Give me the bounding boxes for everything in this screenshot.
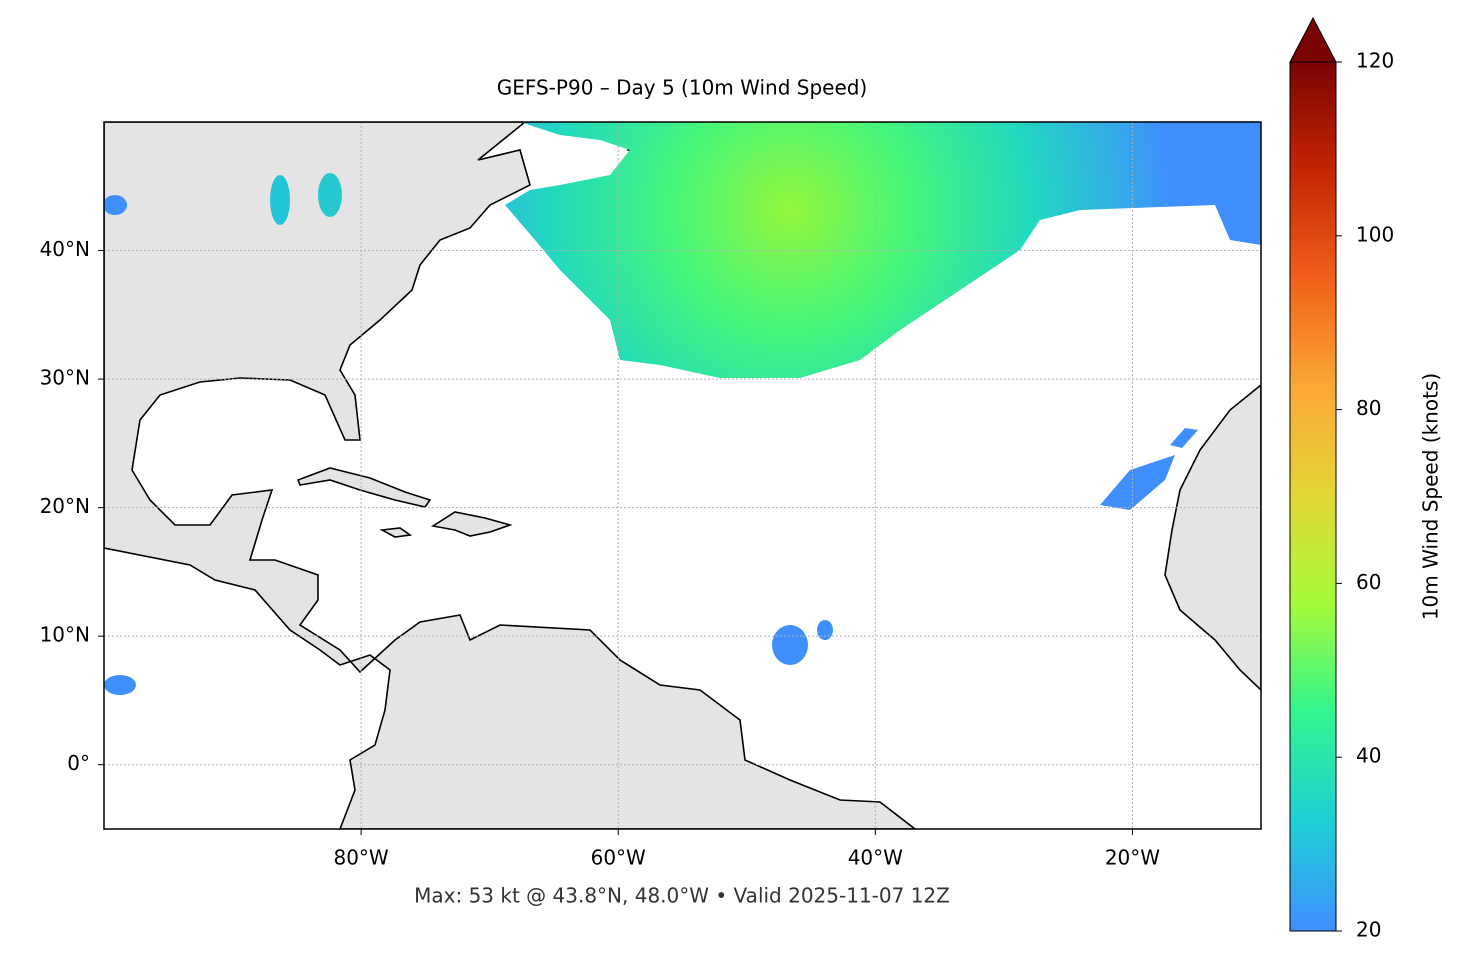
- island-jamaica: [379, 527, 413, 538]
- wind-field: [270, 175, 290, 225]
- map: [104, 122, 1261, 829]
- y-tick-label: 20°N: [40, 494, 90, 518]
- colorbar-tick-label: 20: [1356, 918, 1381, 942]
- colorbar-tick-label: 60: [1356, 570, 1381, 594]
- graticule: [104, 122, 1261, 829]
- x-tick-label: 80°W: [333, 846, 388, 870]
- x-tick-label: 40°W: [848, 846, 903, 870]
- land-americas: [104, 122, 917, 829]
- y-tick-label: 30°N: [40, 366, 90, 390]
- wind-field: [817, 620, 833, 640]
- y-tick-label: 0°: [67, 751, 90, 775]
- colorbar-tick-label: 80: [1356, 396, 1381, 420]
- colorbar-ramp: [1289, 61, 1337, 932]
- wind-field: [772, 625, 808, 665]
- x-tick-label: 60°W: [591, 846, 646, 870]
- colorbar: 20 40 60 80 100 120 10m Wind Speed (knots): [1289, 16, 1443, 942]
- wind-field: [104, 675, 136, 695]
- colorbar-label: 10m Wind Speed (knots): [1419, 373, 1443, 620]
- wind-field: [104, 195, 127, 215]
- island-cuba: [296, 467, 432, 508]
- footnote: Max: 53 kt @ 43.8°N, 48.0°W • Valid 2025…: [414, 884, 950, 908]
- colorbar-tick-label: 40: [1356, 744, 1381, 768]
- wind-field: [318, 173, 342, 217]
- colorbar-tick-label: 120: [1356, 49, 1394, 73]
- island-hispaniola: [430, 511, 513, 537]
- chart-title: GEFS-P90 – Day 5 (10m Wind Speed): [497, 76, 868, 100]
- wind-field: [1170, 428, 1198, 448]
- x-tick-label: 20°W: [1105, 846, 1160, 870]
- y-tick-label: 40°N: [40, 237, 90, 261]
- map-frame: [103, 121, 1262, 830]
- wind-field: [1100, 455, 1175, 510]
- colorbar-extend: [1289, 16, 1337, 63]
- colorbar-tick-label: 100: [1356, 222, 1394, 246]
- land-africa: [1164, 383, 1261, 692]
- wind-field: [505, 122, 1261, 378]
- y-tick-label: 10°N: [40, 623, 90, 647]
